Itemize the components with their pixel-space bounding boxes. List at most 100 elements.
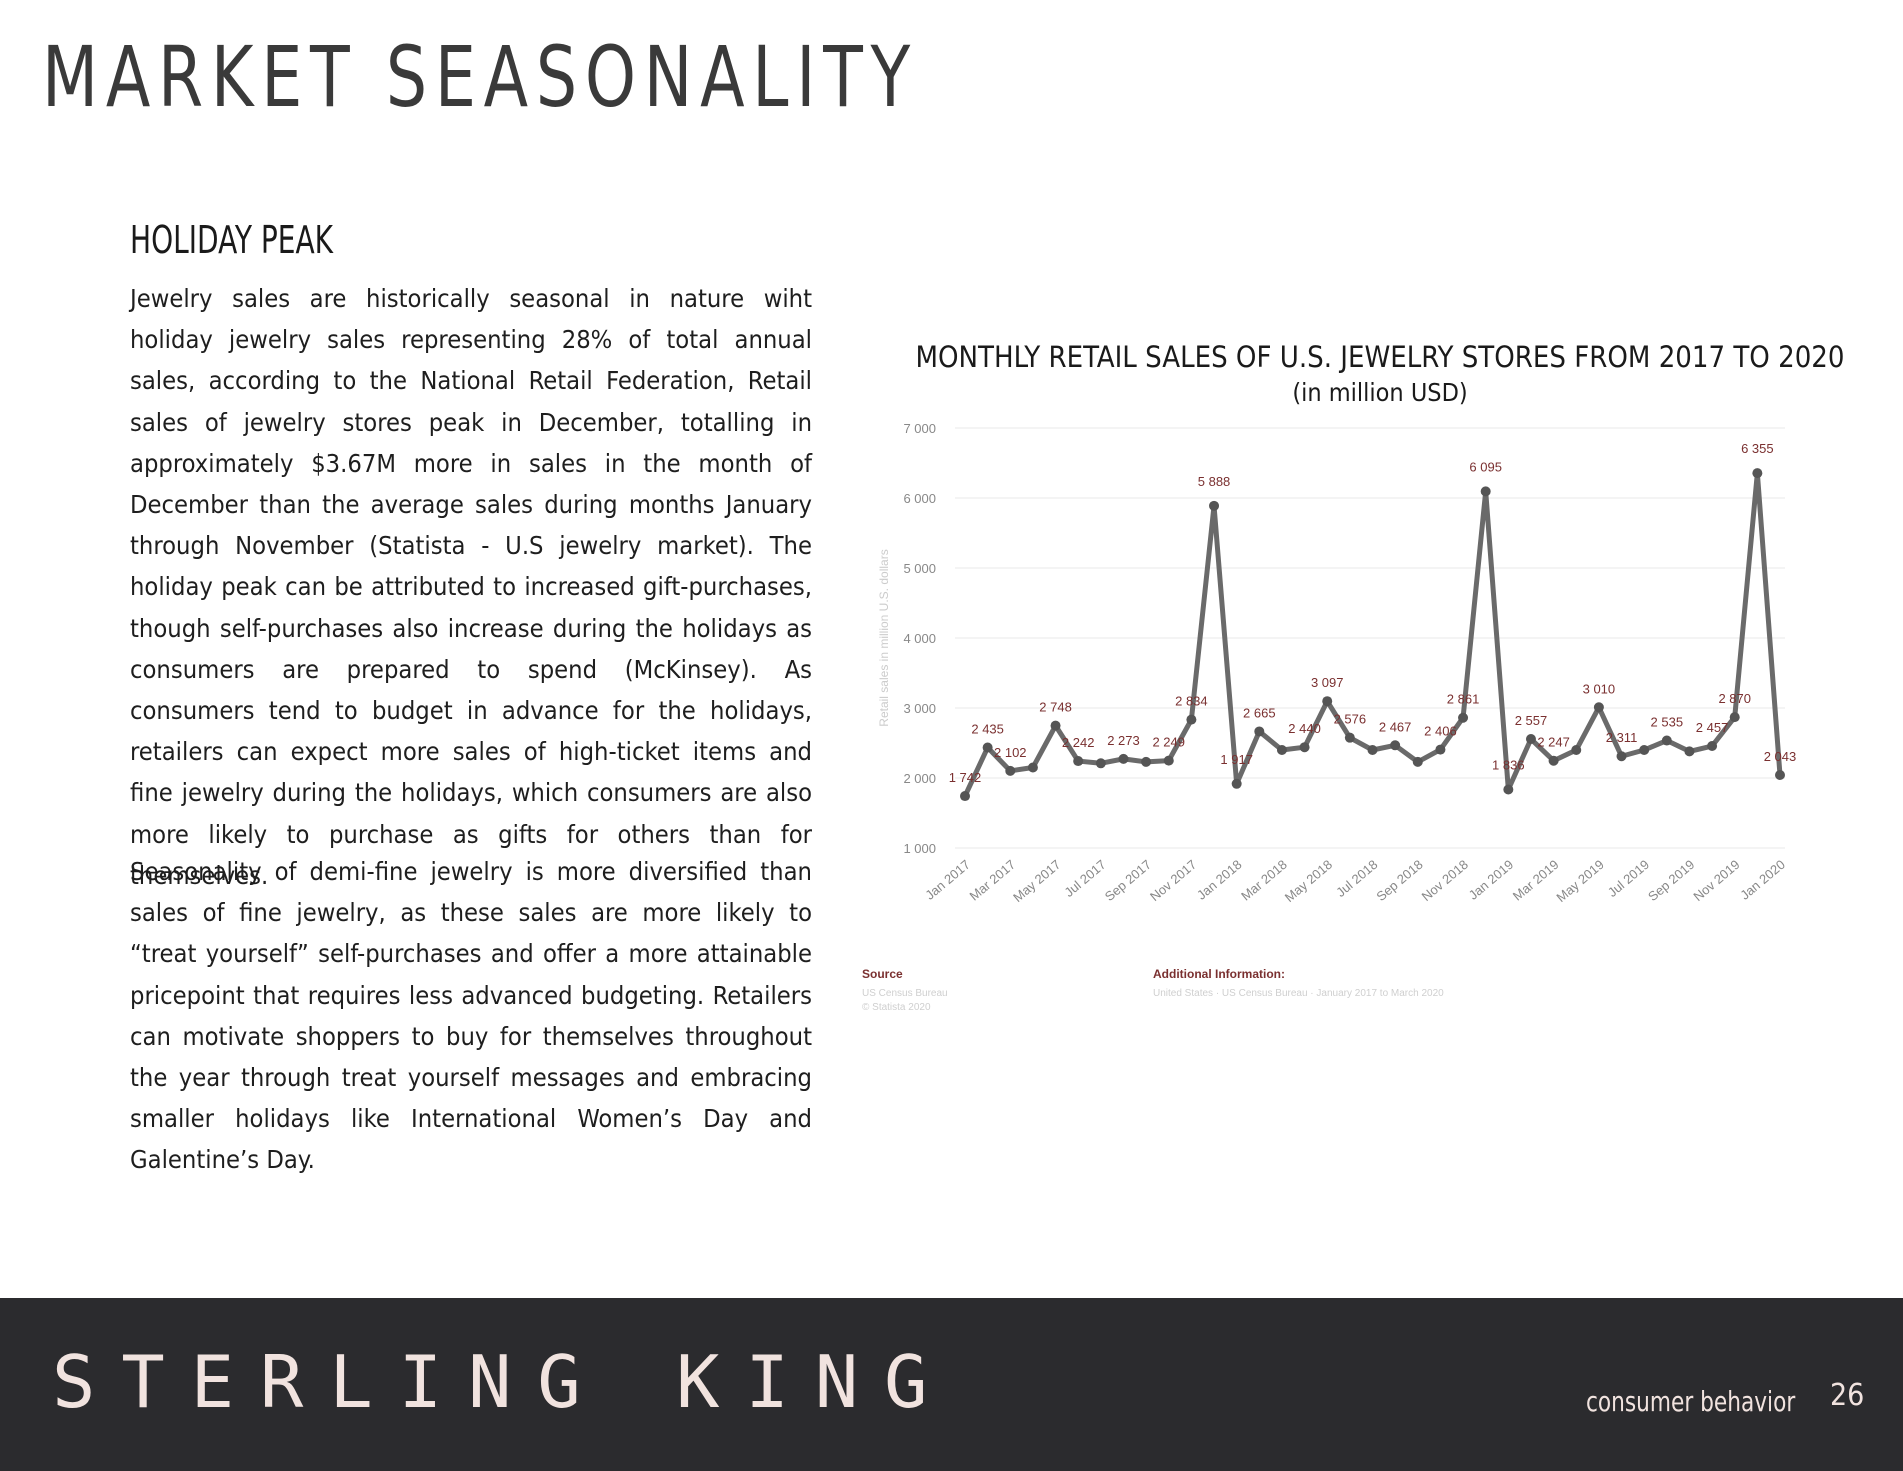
data-point	[1073, 756, 1084, 767]
data-label: 2 870	[1718, 691, 1751, 706]
data-label: 2 557	[1515, 713, 1548, 728]
x-tick-label: May 2017	[1010, 857, 1063, 905]
x-tick-label: Sep 2017	[1102, 857, 1154, 904]
brand-logo-text: STERLING KING	[52, 1340, 954, 1424]
data-label: 2 273	[1107, 733, 1140, 748]
page-number: 26	[1830, 1378, 1865, 1413]
x-tick-label: Jan 2019	[1466, 857, 1517, 903]
y-tick-label: 3 000	[903, 701, 936, 716]
data-label: 1 917	[1220, 752, 1253, 767]
data-label: 2 043	[1764, 749, 1797, 764]
chart-title: MONTHLY RETAIL SALES OF U.S. JEWELRY STO…	[915, 340, 1845, 374]
y-tick-label: 4 000	[903, 631, 936, 646]
data-point	[1005, 765, 1016, 776]
data-point	[1707, 741, 1718, 752]
data-point	[1390, 740, 1401, 751]
data-point	[1775, 769, 1785, 780]
data-label: 2 535	[1651, 715, 1684, 730]
x-tick-label: Mar 2018	[1238, 857, 1290, 904]
data-label: 5 888	[1198, 474, 1231, 489]
data-label: 2 242	[1062, 735, 1095, 750]
data-label: 2 440	[1288, 721, 1321, 736]
data-label: 2 249	[1152, 735, 1185, 750]
section-heading: HOLIDAY PEAK	[130, 218, 334, 262]
data-point	[1729, 712, 1740, 723]
x-tick-label: Mar 2019	[1510, 857, 1562, 904]
data-label: 3 010	[1583, 681, 1616, 696]
data-label: 2 247	[1537, 735, 1570, 750]
data-point	[1639, 745, 1650, 755]
data-label: 2 576	[1334, 712, 1367, 727]
page-title: MARKET SEASONALITY	[42, 28, 918, 126]
source-line: US Census Bureau	[862, 988, 948, 999]
chart-subtitle: (in million USD)	[1292, 378, 1468, 407]
data-label: 2 467	[1379, 719, 1412, 734]
data-point	[1593, 702, 1604, 713]
data-point	[1163, 755, 1174, 766]
data-point	[1299, 742, 1310, 753]
data-label: 1 836	[1492, 757, 1525, 772]
x-tick-label: Sep 2019	[1645, 857, 1697, 904]
data-label: 2 457	[1696, 720, 1729, 735]
data-point	[1480, 486, 1491, 497]
x-tick-label: Nov 2018	[1419, 857, 1471, 904]
data-point	[1616, 751, 1627, 762]
data-point	[982, 742, 993, 753]
data-label: 2 435	[971, 722, 1004, 737]
footer-section-label: consumer behavior	[1586, 1385, 1796, 1418]
data-point	[1344, 732, 1355, 743]
data-point	[1435, 744, 1446, 755]
source-heading: Source	[862, 967, 903, 981]
data-label: 2 406	[1424, 724, 1457, 739]
y-tick-label: 6 000	[903, 491, 936, 506]
data-point	[1050, 720, 1061, 731]
data-point	[1254, 726, 1265, 737]
y-tick-label: 7 000	[903, 421, 936, 436]
data-point	[1525, 734, 1536, 745]
data-label: 2 665	[1243, 705, 1276, 720]
data-point	[1571, 745, 1582, 755]
y-tick-label: 2 000	[903, 771, 936, 786]
data-point	[1186, 714, 1197, 725]
data-point	[1118, 753, 1129, 764]
source-line: © Statista 2020	[862, 1002, 931, 1013]
additional-info-heading: Additional Information:	[1153, 967, 1285, 981]
data-label: 2 834	[1175, 694, 1208, 709]
data-point	[1027, 762, 1038, 773]
data-point	[1752, 468, 1763, 479]
data-point	[1412, 756, 1423, 767]
data-label: 6 095	[1469, 459, 1502, 474]
x-tick-label: Jan 2020	[1737, 857, 1788, 903]
body-paragraph-holiday-peak: Jewelry sales are historically seasonal …	[130, 284, 812, 890]
data-label: 2 748	[1039, 700, 1072, 715]
y-axis-title: Retail sales in million U.S. dollars	[877, 549, 891, 726]
footer-band	[0, 1298, 1903, 1471]
x-tick-label: May 2019	[1553, 857, 1606, 905]
y-tick-label: 1 000	[903, 841, 936, 856]
data-label: 6 355	[1741, 441, 1774, 456]
data-point	[1276, 745, 1287, 755]
data-point	[1095, 758, 1106, 769]
body-paragraph-demi-fine: Seasonality of demi-fine jewelry is more…	[130, 857, 812, 1175]
additional-info-text: United States · US Census Bureau · Janua…	[1153, 988, 1444, 999]
data-label: 2 311	[1606, 730, 1638, 745]
x-tick-label: Mar 2017	[966, 857, 1018, 904]
x-tick-label: Nov 2017	[1147, 857, 1199, 904]
data-point	[1231, 778, 1242, 789]
data-point	[1661, 735, 1672, 746]
x-tick-label: Jan 2018	[1194, 857, 1245, 903]
data-label: 2 861	[1447, 692, 1480, 707]
data-point	[1503, 784, 1514, 795]
data-point	[1684, 746, 1695, 757]
data-label: 3 097	[1311, 675, 1344, 690]
data-point	[1209, 500, 1220, 511]
x-tick-label: Nov 2019	[1690, 857, 1742, 904]
data-point	[1548, 755, 1559, 766]
data-label: 2 102	[994, 745, 1027, 760]
data-point	[960, 791, 970, 802]
data-label: 1 742	[949, 770, 982, 785]
data-point	[1458, 712, 1469, 723]
x-tick-label: Jan 2017	[922, 857, 973, 903]
data-point	[1367, 745, 1378, 755]
